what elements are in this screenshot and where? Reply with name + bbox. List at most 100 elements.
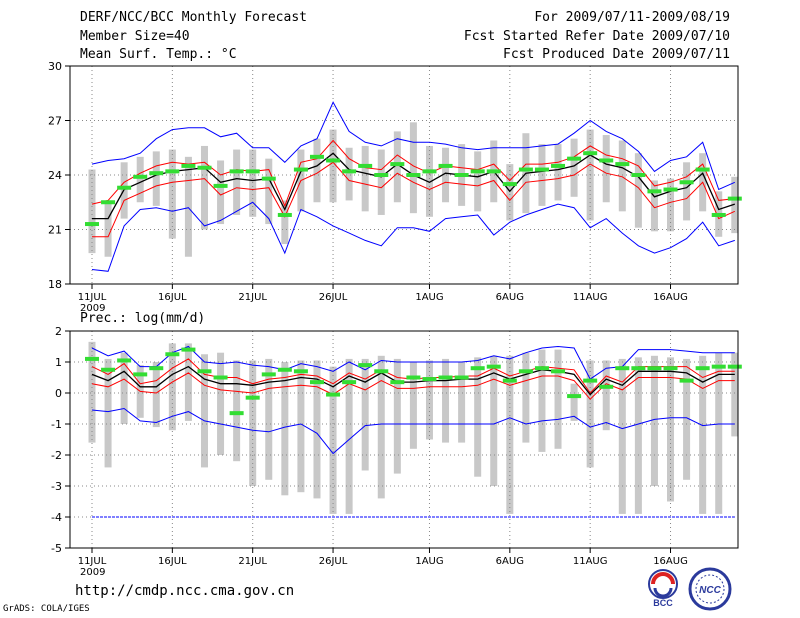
temp-bar-16: [345, 147, 353, 201]
temp-observed-4: [149, 171, 164, 176]
prec-bar-4: [152, 362, 160, 428]
temp-observed-25: [486, 169, 501, 174]
temp-bar-37: [683, 162, 691, 221]
temp-bar-8: [217, 160, 225, 225]
prec-observed-28: [534, 366, 549, 371]
temp-bar-20: [409, 122, 417, 214]
temp-bar-28: [538, 144, 546, 206]
prec-observed-36: [663, 366, 678, 371]
prec-observed-18: [374, 369, 389, 374]
prec-bar-5: [168, 343, 176, 431]
prec-bar-40: [731, 352, 739, 437]
prec-xtick-label-1AUG: 1AUG: [415, 556, 443, 567]
prec-observed-15: [326, 392, 341, 397]
temp-bar-26: [506, 164, 514, 221]
prec-observed-23: [454, 375, 469, 380]
temp-xtick-label-16AUG: 16AUG: [653, 292, 688, 303]
prec-observed-12: [277, 367, 292, 372]
prec-bar-30: [570, 383, 578, 421]
prec-xtick-label-21JUL: 21JUL: [238, 556, 267, 567]
temp-bar-35: [650, 180, 658, 232]
prec-observed-0: [85, 356, 99, 361]
temp-bar-30: [570, 138, 578, 197]
temp-bar-3: [136, 156, 144, 203]
prec-observed-7: [197, 369, 212, 374]
prec-observed-19: [390, 380, 405, 385]
temp-observed-39: [711, 212, 726, 217]
prec-observed-29: [551, 369, 566, 374]
temp-bar-32: [602, 135, 610, 203]
temp-observed-10: [245, 169, 260, 174]
prec-bar-19: [393, 358, 401, 474]
temp-observed-22: [438, 163, 453, 168]
temp-observed-19: [390, 162, 405, 167]
prec-bar-38: [699, 355, 707, 514]
prec-observed-31: [583, 378, 598, 383]
temp-observed-37: [679, 180, 694, 185]
temp-observed-29: [551, 163, 566, 168]
temp-observed-16: [342, 169, 357, 174]
temp-observed-13: [293, 167, 308, 172]
temp-observed-36: [663, 187, 678, 192]
prec-bar-39: [715, 352, 723, 514]
prec-bar-9: [233, 360, 241, 462]
temp-bar-12: [281, 200, 289, 245]
temp-bar-14: [313, 138, 321, 203]
fcst-started-date: Fcst Started Refer Date 2009/07/10: [463, 29, 730, 44]
temp-line-upper: [91, 139, 735, 208]
prec-observed-39: [711, 364, 726, 369]
prec-observed-24: [470, 366, 485, 371]
prec-line-lower: [91, 372, 735, 400]
prec-observed-6: [181, 347, 196, 352]
temp-observed-18: [374, 173, 389, 177]
temp-xtick-label-21JUL: 21JUL: [238, 292, 267, 303]
prec-bar-28: [538, 349, 546, 452]
prec-bar-27: [522, 352, 530, 443]
temp-year-label: 2009: [80, 303, 105, 314]
prec-observed-30: [567, 394, 582, 399]
prec-bar-26: [506, 355, 514, 514]
prec-ytick-label-0: 0: [55, 387, 62, 400]
temp-bar-6: [184, 156, 192, 257]
prec-observed-35: [647, 366, 662, 371]
prec-bar-29: [554, 349, 562, 449]
temp-observed-3: [133, 174, 148, 179]
member-size: Member Size=40: [80, 29, 190, 44]
prec-observed-4: [149, 366, 164, 371]
prec-xtick-label-11AUG: 11AUG: [573, 556, 608, 567]
variable-label: Mean Surf. Temp.: °C: [80, 47, 237, 62]
chart-title: DERF/NCC/BCC Monthly Forecast: [80, 10, 307, 25]
prec-ytick-label--3: -3: [51, 480, 62, 493]
temp-xtick-label-16JUL: 16JUL: [158, 292, 187, 303]
temp-bar-7: [200, 145, 208, 230]
temp-observed-21: [422, 169, 437, 174]
prec-bar-8: [217, 352, 225, 455]
prec-xtick-label-26JUL: 26JUL: [319, 556, 348, 567]
prec-xtick-label-16JUL: 16JUL: [158, 556, 187, 567]
temp-line-min: [91, 201, 735, 272]
prec-bar-14: [313, 360, 321, 499]
grads-credit: GrADS: COLA/IGES: [3, 604, 90, 614]
temp-observed-7: [197, 165, 212, 170]
source-url[interactable]: http://cmdp.ncc.cma.gov.cn: [75, 583, 295, 599]
fcst-produced-date: Fcst Produced Date 2009/07/11: [503, 47, 730, 62]
temp-observed-31: [583, 151, 598, 156]
temp-observed-1: [101, 200, 116, 205]
temp-bar-22: [442, 147, 450, 203]
prec-ytick-label--2: -2: [51, 449, 62, 462]
prec-bar-35: [650, 355, 658, 486]
temp-observed-6: [181, 163, 196, 168]
prec-observed-27: [518, 369, 533, 374]
prec-bar-15: [329, 366, 337, 514]
temp-line-lower: [92, 161, 736, 238]
prec-ytick-label--5: -5: [51, 542, 62, 555]
prec-year-label: 2009: [80, 567, 105, 578]
prec-bar-33: [618, 358, 626, 514]
temp-observed-26: [502, 182, 517, 187]
bcc-logo-text: BCC: [653, 598, 673, 608]
temp-ytick-label-21: 21: [48, 224, 62, 237]
prec-observed-38: [695, 366, 710, 371]
prec-observed-37: [679, 378, 694, 383]
temp-observed-5: [165, 169, 180, 174]
